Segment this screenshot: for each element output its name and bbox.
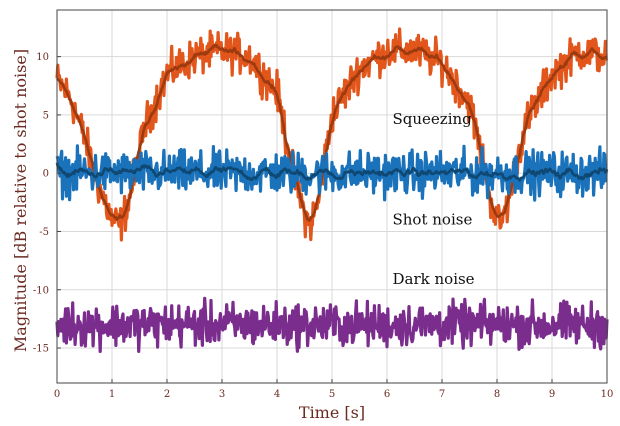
shot-noise-trace	[55, 144, 609, 202]
x-tick-label: 0	[54, 389, 60, 400]
annotation-label: Dark noise	[393, 270, 475, 288]
x-axis-title: Time [s]	[299, 403, 365, 422]
series-group	[55, 27, 609, 353]
x-tick-label: 9	[549, 389, 555, 400]
y-tick-label: 10	[36, 52, 49, 63]
x-tick-label: 4	[274, 389, 280, 400]
x-tick-label: 6	[384, 389, 390, 400]
y-tick-label: -5	[39, 227, 49, 238]
y-axis-title: Magnitude [dB relative to shot noise]	[11, 49, 30, 352]
x-tick-label: 7	[439, 389, 445, 400]
x-tick-label: 2	[164, 389, 170, 400]
x-tick-label: 5	[329, 389, 335, 400]
annotation-label: Shot noise	[393, 210, 473, 228]
x-tick-label: 10	[601, 389, 614, 400]
y-tick-label: -10	[33, 285, 49, 296]
dark-noise-trace	[55, 296, 609, 353]
x-tick-label: 1	[109, 389, 115, 400]
x-tick-label: 8	[494, 389, 500, 400]
y-tick-label: -15	[33, 344, 49, 355]
annotation-label: Squeezing	[393, 110, 473, 128]
y-tick-label: 0	[43, 169, 49, 180]
y-tick-label: 5	[43, 110, 49, 121]
annotations: Squeezing Shot noise Dark noise	[393, 110, 475, 288]
shot-noise-smoothed-trace	[55, 162, 609, 182]
axis-ticks: 0 1 2 3 4 5 6 7 8 9 10 10 5 0 -5 -10 -15	[33, 52, 613, 400]
x-tick-label: 3	[219, 389, 225, 400]
